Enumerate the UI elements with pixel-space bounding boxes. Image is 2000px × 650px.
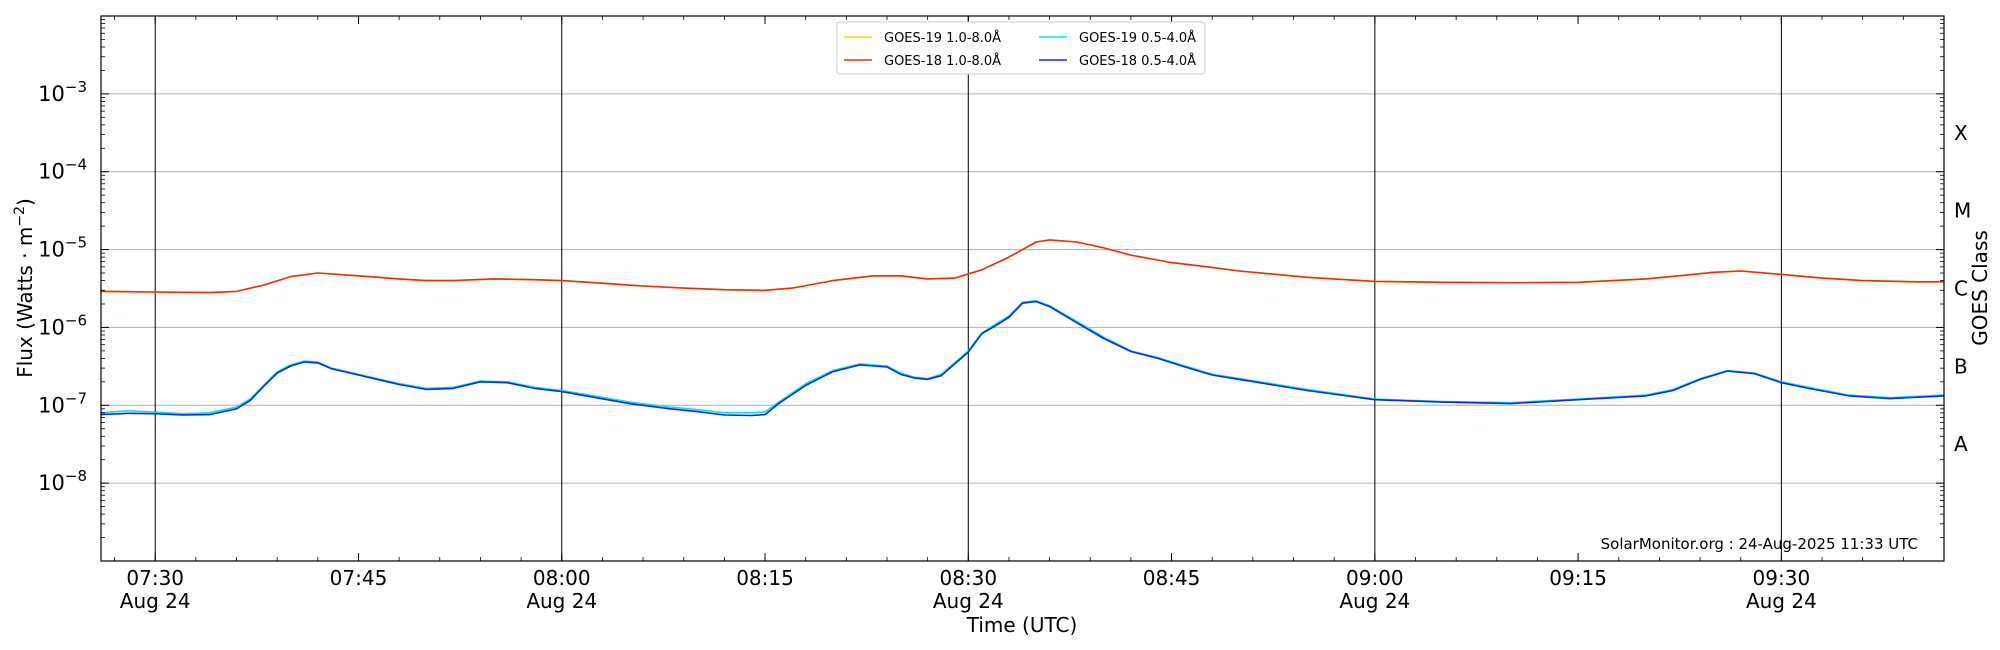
x-tick-label: 07:45 (330, 566, 388, 590)
goes-class-label: A (1954, 432, 1968, 456)
legend-box (836, 21, 1206, 75)
x-tick-date-label: Aug 24 (1339, 589, 1410, 613)
goes-class-axis-label: GOES Class (1968, 230, 1992, 346)
y-tick-label: 10−5 (38, 234, 87, 262)
y-tick-base: 10 (38, 160, 65, 184)
x-tick-date-label: Aug 24 (120, 589, 191, 613)
y-axis-label: Flux (Watts · m−2) (12, 198, 37, 378)
goes-class-label: C (1954, 277, 1968, 301)
y-tick-base: 10 (38, 82, 65, 106)
day-markers (154, 16, 1782, 561)
y-tick-base: 10 (38, 393, 65, 417)
y-tick-exponent: −4 (65, 156, 87, 174)
series-lines (100, 239, 1945, 417)
x-tick-label: 08:30 (939, 566, 997, 590)
y-tick-label: 10−6 (38, 311, 87, 339)
y-tick-label: 10−7 (38, 389, 87, 417)
x-tick-date-label: Aug 24 (1746, 589, 1817, 613)
y-axis-label-main: Flux (Watts · m (13, 227, 37, 378)
x-tick-label: 07:30 (126, 566, 184, 590)
y-tick-exponent: −8 (65, 467, 87, 485)
y-tick-label: 10−3 (38, 78, 87, 106)
goes-class-label: X (1954, 121, 1968, 145)
legend-label: GOES-19 1.0-8.0Å (884, 30, 1001, 46)
legend-label: GOES-18 1.0-8.0Å (884, 53, 1001, 69)
y-tick-exponent: −3 (65, 78, 87, 96)
plot-frame (100, 15, 1945, 562)
series-line (100, 299, 1945, 415)
x-tick-label: 09:15 (1549, 566, 1607, 590)
y-tick-exponent: −7 (65, 389, 87, 407)
y-axis-label-close: ) (13, 198, 37, 206)
goes-class-label: B (1954, 354, 1968, 378)
x-tick-label: 09:30 (1753, 566, 1811, 590)
x-tick-date-label: Aug 24 (933, 589, 1004, 613)
series-line (100, 239, 1944, 294)
x-tick-date-label: Aug 24 (526, 589, 597, 613)
legend-label: GOES-19 0.5-4.0Å (1079, 30, 1196, 46)
x-tick-label: 09:00 (1346, 566, 1404, 590)
series-line (100, 300, 1945, 417)
x-tick-label: 08:45 (1143, 566, 1201, 590)
y-tick-label: 10−4 (38, 156, 87, 184)
goes-class-label: M (1954, 199, 1971, 223)
y-tick-base: 10 (38, 471, 65, 495)
y-tick-base: 10 (38, 238, 65, 262)
y-tick-base: 10 (38, 315, 65, 339)
legend: GOES-19 1.0-8.0Å GOES-18 1.0-8.0Å GOES-19 … (836, 21, 1206, 75)
x-tick-label: 08:15 (736, 566, 794, 590)
x-axis-label: Time (UTC) (966, 613, 1078, 637)
legend-label: GOES-18 0.5-4.0Å (1079, 53, 1196, 69)
series-line (100, 239, 1944, 294)
gridlines (101, 93, 1944, 484)
y-tick-label: 10−8 (38, 467, 87, 495)
x-tick-label: 08:00 (533, 566, 591, 590)
y-tick-exponent: −5 (65, 234, 87, 252)
y-tick-exponent: −6 (65, 311, 87, 329)
y-axis-label-exponent: −2 (12, 206, 28, 227)
credit-text: SolarMonitor.org : 24-Aug-2025 11:33 UTC (1601, 535, 1918, 553)
